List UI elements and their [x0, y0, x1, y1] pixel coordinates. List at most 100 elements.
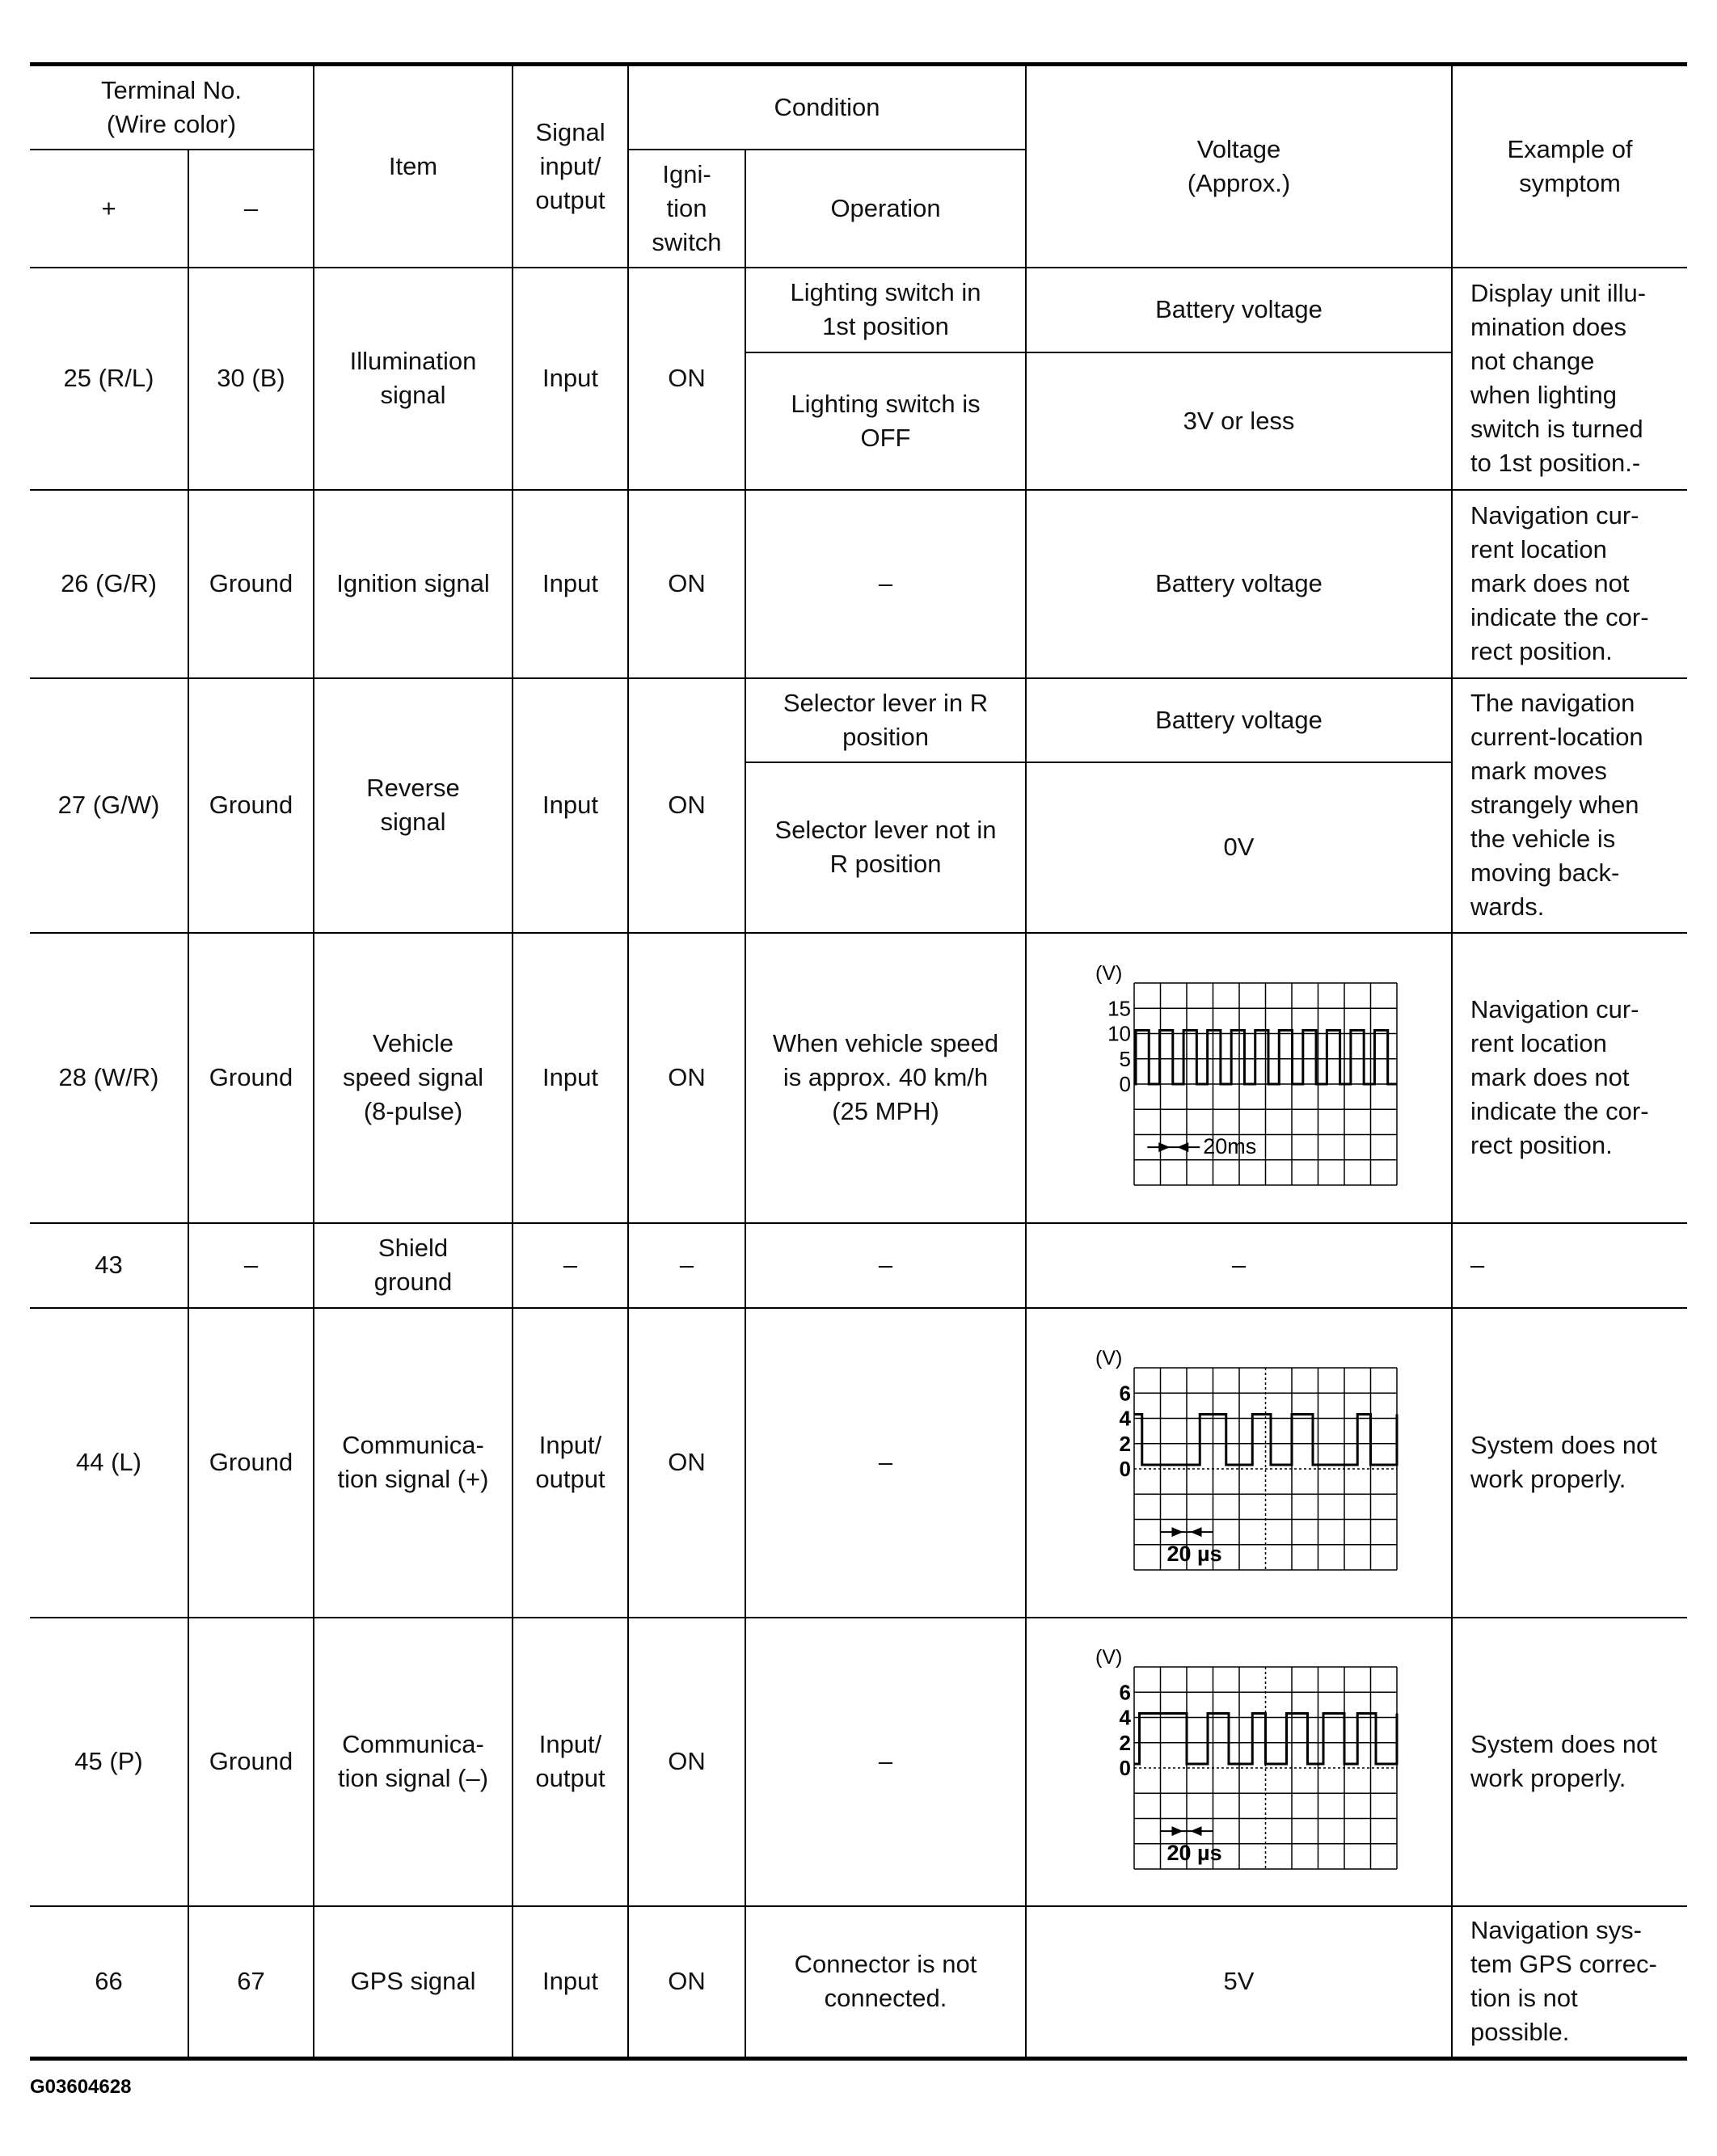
table-row: 27 (G/W) Ground Reverse signal Input ON Selec…	[30, 677, 1688, 934]
wave-tick: 6	[1119, 1381, 1130, 1405]
header-cell: Condition	[626, 63, 1027, 150]
operation: –	[744, 488, 1027, 679]
terminal-plus: 27 (G/W)	[30, 677, 189, 934]
item: GPS signal	[313, 1905, 513, 2060]
symptom: System does not work properly.	[1451, 1306, 1688, 1618]
terminal-minus: Ground	[188, 677, 314, 934]
wave-tick: 6	[1119, 1680, 1130, 1704]
wave-tick: 2	[1119, 1731, 1130, 1755]
terminal-minus: 67	[188, 1905, 314, 2060]
symptom: System does not work properly.	[1451, 1616, 1688, 1907]
operation: Connector is not connected.	[744, 1905, 1027, 2060]
wave-tick: 5	[1119, 1047, 1130, 1071]
item: Communica- tion signal (+)	[313, 1306, 513, 1618]
wave-tick: 15	[1107, 996, 1131, 1020]
voltage: 3V or less	[1025, 351, 1453, 491]
voltage: (V) 6 4 2 0 20 µs	[1025, 1616, 1453, 1907]
signal: Input	[512, 677, 629, 934]
voltage: Battery voltage	[1025, 488, 1453, 679]
item: Illumination signal	[313, 266, 513, 491]
signal: Input	[512, 266, 629, 491]
figure-id: G03604628	[30, 2076, 132, 2098]
voltage: –	[1025, 1221, 1453, 1309]
symptom: The navigation current-location mark mov…	[1451, 677, 1688, 934]
voltage: 0V	[1025, 761, 1453, 934]
terminal-plus: 43	[30, 1221, 189, 1309]
voltage: (V) 15 10 5 0 20ms	[1025, 931, 1453, 1224]
wave-trace	[1133, 1413, 1398, 1466]
period-arrowhead	[1158, 1142, 1188, 1153]
symptom: Navigation cur- rent location mark does …	[1451, 488, 1688, 679]
period-label: 20ms	[1203, 1134, 1256, 1158]
terminal-plus: 25 (R/L)	[30, 266, 189, 491]
wave-unit: (V)	[1095, 1646, 1122, 1669]
header-cell: Operation	[744, 148, 1027, 268]
operation: When vehicle speed is approx. 40 km/h (2…	[744, 931, 1027, 1224]
ignition: ON	[627, 1905, 746, 2060]
wave-tick: 0	[1119, 1756, 1130, 1780]
table-row: 26 (G/R) Ground Ignition signal Input ON – Bat…	[30, 488, 1688, 679]
wave-tick: 10	[1107, 1022, 1131, 1046]
operation: Selector lever not in R position	[744, 761, 1027, 934]
symptom: Navigation cur- rent location mark does …	[1451, 931, 1688, 1224]
wave-trace	[1133, 1029, 1397, 1086]
wave-tick: 0	[1119, 1457, 1130, 1481]
operation: –	[744, 1221, 1027, 1309]
item: Communica- tion signal (–)	[313, 1616, 513, 1907]
period-label: 20 µs	[1166, 1542, 1221, 1566]
terminal-minus: Ground	[188, 1306, 314, 1618]
operation: Selector lever in R position	[744, 677, 1027, 763]
signal: Input	[512, 488, 629, 679]
table-row: Selector lever not in R position 0V	[30, 761, 1687, 934]
ignition: ON	[627, 488, 746, 679]
terminal-minus: Ground	[188, 1616, 314, 1907]
terminal-minus: –	[188, 1221, 314, 1309]
header-row: + – Igni- tion switch Operation	[30, 148, 1687, 268]
wave-tick: 2	[1119, 1432, 1130, 1456]
ignition: ON	[627, 1306, 746, 1618]
table-row: 44 (L) Ground Communica- tion signal (+) In…	[30, 1306, 1688, 1618]
signal: Input	[512, 931, 629, 1224]
symptom: –	[1451, 1221, 1688, 1309]
header-row: Terminal No. (Wire color) Item Signal in…	[30, 63, 1688, 268]
signal: Input/ output	[512, 1306, 629, 1618]
ignition: ON	[627, 266, 746, 491]
terminal-plus: 66	[30, 1905, 189, 2060]
voltage: Battery voltage	[1025, 266, 1453, 353]
table-row: 66 67 GPS signal Input ON Connector is not co…	[30, 1905, 1688, 2060]
table-row: Lighting switch is OFF 3V or less	[30, 351, 1687, 491]
header-cell: Voltage (Approx.)	[1025, 63, 1453, 268]
period-arrowhead	[1171, 1826, 1202, 1837]
terminal-plus: 44 (L)	[30, 1306, 189, 1618]
operation: –	[744, 1616, 1027, 1907]
terminal-minus: Ground	[188, 488, 314, 679]
table-row: 28 (W/R) Ground Vehicle speed signal (8-pu…	[30, 931, 1688, 1224]
header-cell: Example of symptom	[1451, 63, 1688, 268]
header-cell: –	[188, 148, 314, 268]
table-row: 25 (R/L) 30 (B) Illumination signal Input ON…	[30, 266, 1688, 491]
signal: Input	[512, 1905, 629, 2060]
period-arrowhead	[1171, 1527, 1202, 1538]
wave-tick: 4	[1119, 1706, 1131, 1730]
ignition: ON	[627, 931, 746, 1224]
voltage: 5V	[1025, 1905, 1453, 2060]
item: Shield ground	[313, 1221, 513, 1309]
ignition: ON	[627, 677, 746, 934]
item: Reverse signal	[313, 677, 513, 934]
terminal-minus: 30 (B)	[188, 266, 314, 491]
wave-tick: 0	[1119, 1072, 1130, 1096]
operation: Lighting switch in 1st position	[744, 266, 1027, 353]
header-cell: Item	[313, 63, 513, 268]
item: Vehicle speed signal (8-pulse)	[313, 931, 513, 1224]
ignition: ON	[627, 1616, 746, 1907]
item: Ignition signal	[313, 488, 513, 679]
header-cell: +	[30, 148, 189, 268]
voltage: (V) 6 4 2 0 20 µs	[1025, 1306, 1453, 1618]
terminal-plus: 26 (G/R)	[30, 488, 189, 679]
header-cell: Igni- tion switch	[627, 148, 746, 268]
ignition: –	[627, 1221, 746, 1309]
